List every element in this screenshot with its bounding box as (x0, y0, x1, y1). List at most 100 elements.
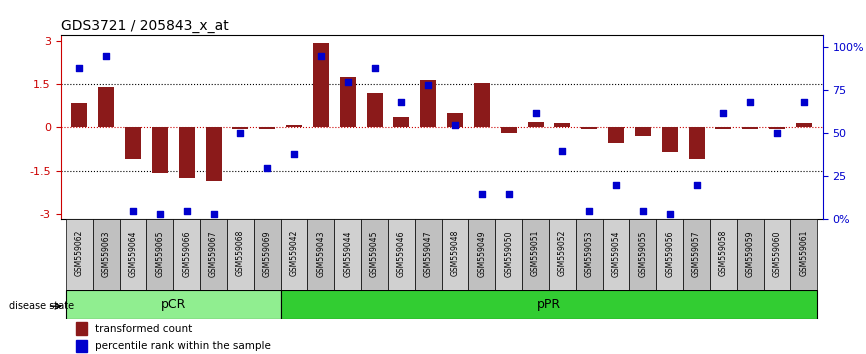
Text: GSM559057: GSM559057 (692, 230, 701, 276)
Point (743, 100, 757, 105)
Bar (796, 123, 812, 127)
Text: pCR: pCR (160, 298, 186, 311)
FancyBboxPatch shape (683, 219, 710, 290)
FancyBboxPatch shape (737, 219, 764, 290)
Text: GSM559049: GSM559049 (477, 230, 487, 276)
FancyBboxPatch shape (227, 219, 254, 290)
Point (234, 131, 248, 136)
Text: GSM559069: GSM559069 (262, 230, 272, 276)
Point (770, 131, 784, 136)
Text: GSM559053: GSM559053 (585, 230, 594, 276)
Text: percentile rank within the sample: percentile rank within the sample (95, 341, 271, 351)
Bar (420, 80, 436, 127)
Text: disease state: disease state (9, 301, 74, 311)
Bar (501, 127, 517, 133)
Bar (715, 127, 732, 129)
Text: GSM559055: GSM559055 (638, 230, 648, 276)
Text: GSM559046: GSM559046 (397, 230, 406, 276)
Point (528, 110, 542, 116)
FancyBboxPatch shape (630, 219, 656, 290)
Point (689, 182, 703, 188)
Bar (662, 127, 678, 152)
Point (314, 53, 328, 59)
Point (341, 79, 355, 85)
FancyBboxPatch shape (576, 219, 603, 290)
Bar (339, 77, 356, 127)
FancyBboxPatch shape (334, 219, 361, 290)
Text: GSM559068: GSM559068 (236, 230, 245, 276)
Bar (76, 340, 87, 352)
Point (288, 151, 301, 157)
Bar (366, 93, 383, 127)
FancyBboxPatch shape (764, 219, 791, 290)
Bar (125, 127, 141, 159)
FancyBboxPatch shape (93, 219, 120, 290)
Bar (581, 127, 598, 129)
FancyBboxPatch shape (281, 290, 818, 319)
Bar (71, 103, 87, 127)
Text: GSM559061: GSM559061 (799, 230, 809, 276)
Text: GSM559066: GSM559066 (182, 230, 191, 276)
Point (662, 211, 676, 217)
FancyBboxPatch shape (173, 219, 200, 290)
Point (395, 100, 409, 105)
Text: GSM559042: GSM559042 (289, 230, 299, 276)
Text: GSM559062: GSM559062 (74, 230, 84, 276)
Point (368, 65, 382, 71)
Bar (742, 127, 759, 129)
FancyBboxPatch shape (66, 219, 93, 290)
Bar (232, 127, 249, 129)
FancyBboxPatch shape (710, 219, 737, 290)
FancyBboxPatch shape (442, 219, 469, 290)
FancyBboxPatch shape (66, 290, 281, 319)
FancyBboxPatch shape (495, 219, 522, 290)
Bar (286, 125, 302, 127)
Point (422, 82, 436, 88)
Bar (178, 127, 195, 178)
Bar (259, 127, 275, 129)
FancyBboxPatch shape (522, 219, 549, 290)
FancyBboxPatch shape (281, 219, 307, 290)
Bar (205, 127, 222, 181)
Point (582, 208, 596, 214)
FancyBboxPatch shape (388, 219, 415, 290)
FancyBboxPatch shape (656, 219, 683, 290)
Text: GSM559063: GSM559063 (101, 230, 111, 276)
Text: GSM559048: GSM559048 (450, 230, 460, 276)
Text: GSM559043: GSM559043 (316, 230, 326, 276)
FancyBboxPatch shape (200, 219, 227, 290)
Point (207, 211, 221, 217)
Text: GSM559052: GSM559052 (558, 230, 567, 276)
Text: GDS3721 / 205843_x_at: GDS3721 / 205843_x_at (61, 19, 229, 33)
Bar (447, 113, 463, 127)
Point (797, 100, 811, 105)
Point (180, 208, 194, 214)
Bar (313, 42, 329, 127)
Text: transformed count: transformed count (95, 324, 192, 333)
Bar (554, 123, 571, 127)
Bar (474, 83, 490, 127)
FancyBboxPatch shape (791, 219, 818, 290)
Point (475, 191, 488, 196)
Bar (608, 127, 624, 143)
Point (73, 65, 87, 71)
Point (448, 122, 462, 128)
FancyBboxPatch shape (415, 219, 442, 290)
FancyBboxPatch shape (469, 219, 495, 290)
Text: GSM559064: GSM559064 (128, 230, 138, 276)
Point (555, 148, 569, 154)
Point (716, 110, 730, 116)
Text: GSM559056: GSM559056 (665, 230, 675, 276)
Text: pPR: pPR (537, 298, 561, 311)
Text: GSM559058: GSM559058 (719, 230, 728, 276)
Point (636, 208, 650, 214)
Bar (635, 127, 651, 136)
Text: GSM559059: GSM559059 (746, 230, 755, 276)
FancyBboxPatch shape (120, 219, 146, 290)
Text: GSM559045: GSM559045 (370, 230, 379, 276)
Bar (98, 87, 114, 127)
Bar (152, 127, 168, 173)
Point (153, 211, 167, 217)
FancyBboxPatch shape (146, 219, 173, 290)
FancyBboxPatch shape (603, 219, 630, 290)
